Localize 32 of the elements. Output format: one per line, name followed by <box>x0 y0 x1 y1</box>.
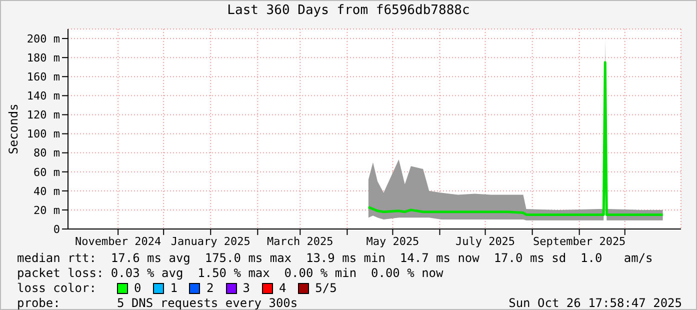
chart-title: Last 360 Days from f6596db7888c <box>226 2 471 20</box>
x-tick-label: May 2025 <box>366 234 420 248</box>
y-tick-label: 180 m <box>26 51 60 64</box>
y-tick-label: 0 <box>53 222 60 236</box>
x-tick-label: March 2025 <box>267 234 334 248</box>
text: 4 <box>278 281 286 296</box>
y-tick-label: 40 m <box>34 184 60 198</box>
x-tick-label: July 2025 <box>455 234 516 248</box>
y-tick-label: 80 m <box>34 146 60 160</box>
text: probe: <box>17 296 62 310</box>
text: packet loss: 0.03 % avg 1.50 % max 0.00 % min 0.00 % now <box>17 266 444 281</box>
y-tick-label: 100 m <box>26 128 60 141</box>
text: 5/5 <box>315 281 337 296</box>
y-tick-label: 140 m <box>26 90 60 103</box>
y-axis-title: Seconds <box>6 104 20 154</box>
line-series <box>367 61 664 216</box>
text: 2 <box>206 281 214 296</box>
y-tick-label: 120 m <box>26 108 60 122</box>
y-tick-label: 60 m <box>34 166 60 179</box>
x-tick-label: September 2025 <box>532 234 626 248</box>
text: 5 DNS requests every 300s <box>117 296 299 310</box>
text: 1 <box>170 281 178 296</box>
x-tick-label: January 2025 <box>170 234 250 248</box>
text: 0 <box>134 281 142 296</box>
text: 3 <box>242 281 250 296</box>
y-tick-label: 200 m <box>26 32 60 46</box>
y-tick-label: 20 m <box>34 204 60 217</box>
text: median rtt: 17.6 ms avg 175.0 ms max 13.9 ms min 14.7 ms now 17.0 ms sd 1.0 am/s <box>17 251 654 266</box>
text: loss color: <box>17 281 98 296</box>
text: Sun Oct 26 17:58:47 2025 <box>508 296 682 310</box>
y-tick-label: 160 m <box>26 70 60 84</box>
x-tick-label: November 2024 <box>75 234 162 248</box>
